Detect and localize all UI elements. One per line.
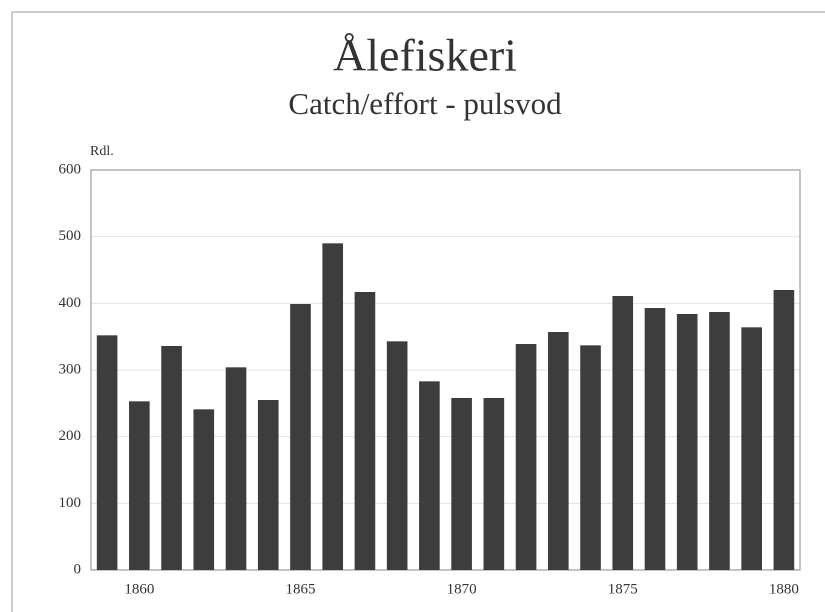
- chart-title: Ålefiskeri: [333, 30, 517, 81]
- y-tick-label: 400: [59, 295, 82, 311]
- bar: [257, 400, 279, 570]
- bar: [386, 341, 408, 570]
- x-tick-label: 1865: [285, 581, 315, 597]
- bar: [161, 346, 182, 570]
- bar: [515, 344, 537, 570]
- bar: [354, 292, 376, 570]
- bar: [773, 290, 795, 570]
- y-tick-label: 200: [59, 428, 82, 444]
- bar: [741, 327, 762, 570]
- bar: [322, 243, 344, 571]
- bar: [451, 398, 472, 570]
- x-tick-label: 1880: [769, 581, 799, 597]
- bar: [547, 332, 569, 570]
- bar: [419, 381, 440, 570]
- bar: [580, 345, 601, 570]
- y-tick-label: 100: [59, 495, 82, 511]
- x-tick-label: 1870: [447, 581, 477, 597]
- bar: [709, 312, 730, 570]
- bar: [193, 409, 215, 570]
- bar: [483, 398, 505, 570]
- chart-subtitle: Catch/effort - pulsvod: [288, 86, 562, 121]
- bar: [612, 296, 634, 570]
- bar: [290, 304, 311, 570]
- y-tick-label: 500: [59, 228, 82, 244]
- bar: [96, 335, 118, 570]
- bar: [644, 308, 666, 570]
- x-tick-label: 1875: [608, 581, 638, 597]
- y-tick-label: 300: [59, 361, 82, 377]
- bar: [676, 314, 698, 570]
- x-tick-label: 1860: [124, 581, 154, 597]
- y-axis-label: Rdl.: [90, 144, 114, 159]
- y-tick-label: 600: [59, 161, 82, 177]
- bar: [225, 367, 247, 570]
- y-tick-label: 0: [74, 561, 82, 577]
- plot-frame: [90, 169, 801, 571]
- bar: [129, 401, 150, 570]
